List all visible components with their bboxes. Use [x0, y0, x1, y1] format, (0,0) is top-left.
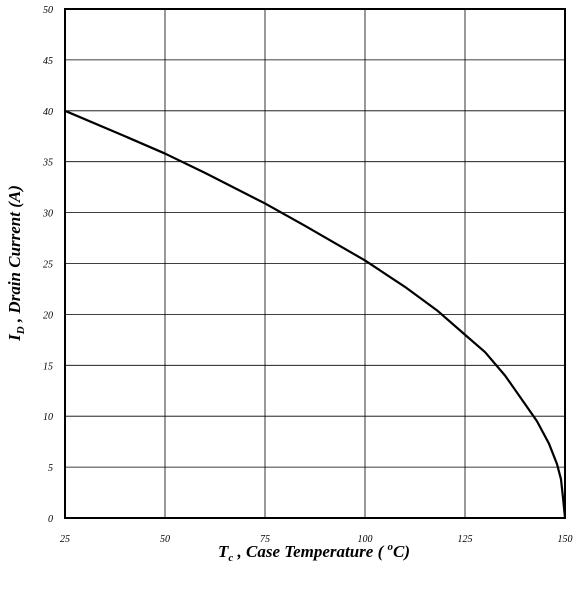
y-tick-label-0: 0 [48, 514, 53, 525]
y-tick-label-25: 25 [43, 260, 53, 271]
x-tick-label-150: 150 [558, 534, 573, 545]
series-line-0 [63, 109, 567, 520]
x-tick-labels: 25 50 75 100 125 150 [60, 534, 573, 545]
x-axis-title: Tc , Case Temperature ( oC) [218, 541, 410, 564]
y-tick-label-15: 15 [43, 361, 53, 372]
y-tick-label-30: 30 [42, 209, 53, 220]
y-axis-title-text: , Drain Current (A) [5, 185, 24, 326]
plot-border [64, 8, 566, 519]
x-axis-title-subscript: c [228, 552, 233, 564]
y-tick-label-10: 10 [43, 412, 53, 423]
y-tick-label-5: 5 [48, 463, 53, 474]
y-axis-title: ID , Drain Current (A) [5, 185, 27, 342]
series-group [63, 109, 567, 520]
x-tick-label-50: 50 [160, 534, 170, 545]
y-tick-label-50: 50 [43, 5, 53, 16]
y-axis-title-symbol: I [5, 333, 24, 342]
y-tick-label-35: 35 [42, 158, 53, 169]
plot-frame [64, 8, 566, 519]
x-tick-label-75: 75 [260, 534, 270, 545]
x-axis-title-text: , Case Temperature ( [233, 542, 387, 561]
y-tick-label-20: 20 [43, 310, 53, 321]
y-tick-label-45: 45 [43, 56, 53, 67]
x-axis-title-unit: C) [393, 542, 410, 561]
grid-lines [64, 8, 566, 519]
x-axis-title-superscript: o [388, 541, 394, 553]
y-axis-title-subscript: D [15, 326, 27, 335]
x-tick-label-100: 100 [358, 534, 373, 545]
x-tick-label-25: 25 [60, 534, 70, 545]
y-tick-labels: 0 5 10 15 20 25 30 35 40 45 50 [42, 5, 53, 525]
x-tick-label-125: 125 [458, 534, 473, 545]
y-tick-label-40: 40 [43, 107, 53, 118]
x-axis-title-symbol: T [218, 542, 229, 561]
